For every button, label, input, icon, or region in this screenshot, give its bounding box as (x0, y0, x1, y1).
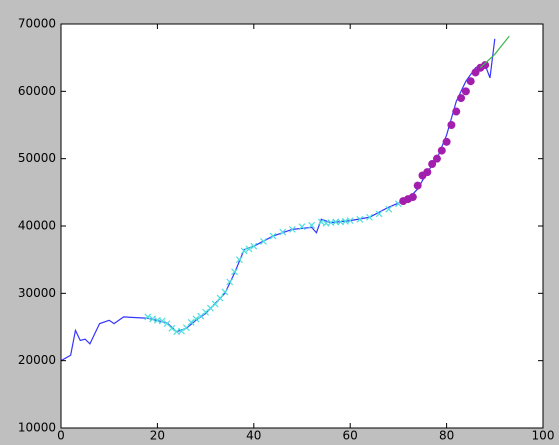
marker (144, 313, 152, 321)
marker (235, 256, 243, 264)
marker (192, 315, 200, 323)
marker (437, 146, 446, 155)
marker (461, 87, 470, 96)
line (479, 35, 510, 69)
marker (231, 268, 238, 276)
marker (182, 324, 190, 332)
marker (452, 107, 461, 116)
y-tick-label: 70000 (18, 17, 56, 31)
marker (279, 228, 287, 236)
marker (269, 232, 277, 240)
marker (457, 94, 466, 103)
marker (158, 317, 166, 325)
y-tick-label: 50000 (18, 151, 56, 165)
y-tick-label: 60000 (18, 84, 56, 98)
marker (216, 294, 224, 302)
marker (423, 168, 432, 177)
y-tick-label: 20000 (18, 353, 56, 367)
marker (245, 245, 253, 253)
marker (481, 61, 490, 70)
x-tick-label: 100 (532, 429, 555, 442)
marker (226, 278, 234, 286)
marker (250, 242, 258, 250)
marker (211, 300, 219, 308)
marker (346, 217, 354, 225)
marker (408, 193, 417, 202)
marker (317, 218, 325, 226)
marker (298, 223, 306, 231)
marker (366, 213, 373, 221)
marker (432, 154, 441, 163)
marker (240, 247, 248, 255)
marker (149, 315, 157, 323)
x-tick-label: 40 (246, 429, 261, 442)
marker (288, 225, 296, 233)
marker (413, 181, 422, 190)
y-tick-label: 40000 (18, 219, 56, 233)
marker (428, 160, 437, 169)
y-tick-label: 10000 (18, 421, 56, 435)
marker (356, 215, 364, 223)
x-tick-label: 80 (439, 429, 454, 442)
marker (187, 318, 195, 326)
y-tick-label: 30000 (18, 286, 56, 300)
marker (442, 137, 451, 146)
marker (375, 210, 383, 218)
x-tick-label: 0 (57, 429, 65, 442)
marker (168, 324, 176, 332)
x-tick-label: 20 (150, 429, 165, 442)
marker (308, 221, 316, 229)
marker (221, 288, 229, 296)
marker (260, 238, 267, 245)
marker (178, 327, 185, 335)
x-tick-label: 60 (343, 429, 358, 442)
marker (466, 77, 475, 86)
marker (447, 121, 456, 129)
marker (385, 205, 393, 213)
